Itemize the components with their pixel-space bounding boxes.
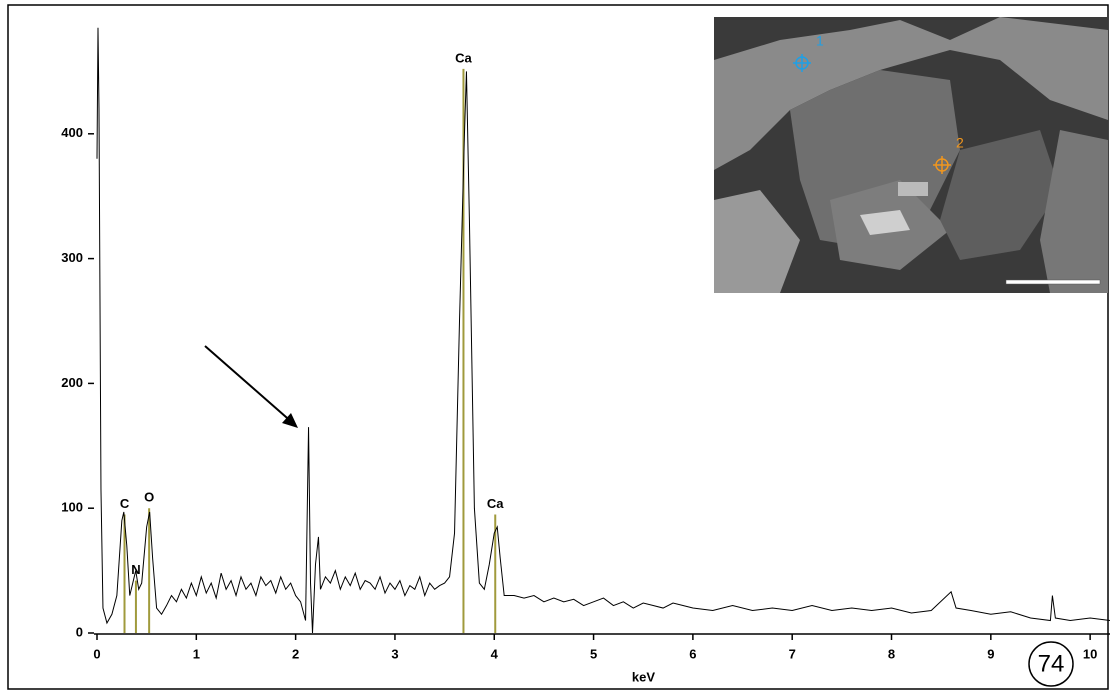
element-label: N [131, 562, 140, 577]
x-tick-label: 0 [93, 646, 100, 661]
arrow-head [282, 413, 298, 428]
sem-region [898, 182, 928, 196]
y-tick-label: 300 [61, 250, 83, 265]
x-tick-label: 5 [590, 646, 597, 661]
spectrum-line [96, 27, 1110, 634]
x-tick-label: 7 [789, 646, 796, 661]
arrow [204, 345, 295, 425]
sem-region [714, 190, 800, 293]
inset-image: 12 [714, 17, 1108, 293]
y-tick-label: 100 [61, 500, 83, 515]
x-tick-label: 3 [391, 646, 398, 661]
element-label: Ca [487, 496, 504, 511]
inset-label: 2 [956, 135, 964, 151]
sem-region [940, 130, 1060, 260]
x-axis-label: keV [632, 669, 655, 684]
y-tick-label: 0 [76, 624, 83, 639]
y-tick-label: 400 [61, 125, 83, 140]
x-tick-label: 10 [1083, 646, 1097, 661]
x-tick-label: 8 [888, 646, 895, 661]
x-tick-label: 6 [689, 646, 696, 661]
x-tick-label: 9 [987, 646, 994, 661]
x-tick-label: 1 [193, 646, 200, 661]
element-label: O [144, 490, 154, 505]
scale-bar [1005, 279, 1101, 285]
frame [7, 4, 1109, 690]
x-tick-label: 4 [491, 646, 499, 661]
figure-number: 74 [1038, 650, 1065, 677]
sem-region [1040, 130, 1108, 293]
element-label: C [120, 496, 130, 511]
figure-number-circle [1028, 641, 1074, 687]
inset-markers: 12 [793, 33, 964, 174]
element-label: Ca [455, 50, 472, 65]
y-tick-label: 200 [61, 375, 83, 390]
inset-label: 1 [816, 33, 824, 49]
x-tick-label: 2 [292, 646, 299, 661]
sem-region [714, 17, 1108, 170]
sem-region [860, 210, 910, 235]
